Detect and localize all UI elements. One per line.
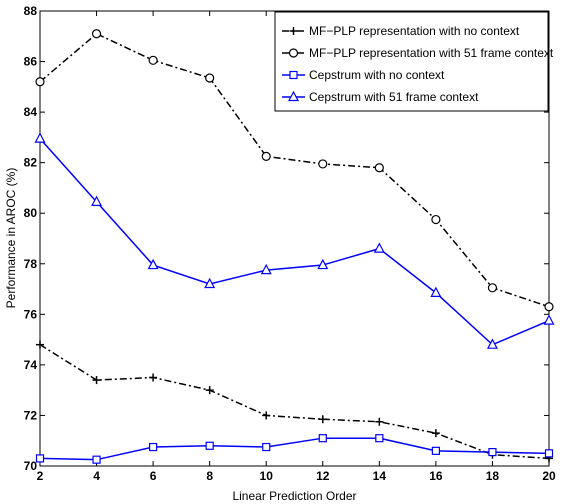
- legend-label: Cepstrum with 51 frame context: [309, 90, 479, 104]
- legend-label: MF−PLP representation with no context: [309, 24, 520, 38]
- series-line: [39, 344, 550, 460]
- x-tick-label: 6: [150, 469, 157, 483]
- data-point: [34, 132, 46, 143]
- data-point: [36, 340, 44, 349]
- data-point: [262, 442, 271, 452]
- y-tick-label: 74: [24, 358, 38, 372]
- series-line: [39, 138, 550, 346]
- legend-entry: Cepstrum with no context: [282, 68, 445, 82]
- data-point: [431, 214, 441, 225]
- data-point: [35, 77, 45, 87]
- series-line: [39, 437, 550, 461]
- y-tick-label: 78: [24, 257, 38, 271]
- data-point: [374, 163, 384, 173]
- data-point: [544, 302, 554, 312]
- data-point: [148, 55, 158, 65]
- legend-entry: MF−PLP representation with no context: [282, 24, 520, 38]
- data-point: [262, 411, 271, 420]
- x-tick-label: 16: [429, 469, 443, 483]
- legend-label: Cepstrum with no context: [309, 68, 445, 82]
- y-tick-label: 82: [24, 156, 38, 170]
- data-point: [486, 338, 498, 349]
- series-layer: [34, 29, 555, 464]
- x-tick-label: 14: [373, 469, 387, 483]
- legend-marker: [288, 48, 299, 58]
- x-axis-label: Linear Prediction Order: [232, 489, 356, 503]
- legend-marker: [289, 70, 298, 80]
- x-tick-label: 10: [260, 469, 274, 483]
- data-point: [318, 434, 327, 443]
- x-tick-label: 18: [486, 469, 500, 483]
- y-tick-label: 76: [24, 307, 38, 321]
- x-tick-label: 2: [37, 469, 44, 483]
- legend-label: MF−PLP representation with 51 frame cont…: [309, 46, 554, 60]
- data-point: [92, 455, 101, 464]
- data-point: [431, 446, 440, 455]
- data-point: [205, 386, 214, 395]
- series-line: [39, 32, 550, 308]
- data-point: [91, 29, 102, 39]
- data-point: [205, 441, 214, 450]
- data-point: [204, 277, 216, 289]
- data-point: [375, 417, 384, 426]
- data-point: [91, 195, 103, 206]
- x-tick-label: 8: [206, 469, 213, 483]
- data-point: [261, 151, 271, 161]
- y-tick-label: 84: [24, 105, 38, 119]
- y-axis: 70 72 74 76 78 80 82 84 86 88: [24, 4, 549, 473]
- data-point: [373, 242, 385, 253]
- data-point: [205, 73, 215, 83]
- data-point: [149, 442, 158, 452]
- data-point: [260, 263, 272, 275]
- data-point: [318, 159, 328, 169]
- y-tick-label: 70: [24, 459, 38, 473]
- data-point: [431, 429, 440, 438]
- series-3: [35, 434, 554, 464]
- data-point: [317, 258, 329, 270]
- legend-entry: MF−PLP representation with 51 frame cont…: [282, 46, 554, 60]
- series-1: [36, 340, 553, 463]
- x-tick-label: 12: [316, 469, 330, 483]
- data-point: [544, 449, 554, 458]
- y-axis-label: Performance in AROC (%): [4, 168, 18, 309]
- legend-box: [274, 11, 549, 112]
- data-point: [149, 373, 158, 382]
- data-point: [92, 376, 101, 385]
- x-tick-label: 4: [93, 469, 100, 483]
- legend: MF−PLP representation with no context MF−…: [274, 11, 554, 112]
- data-point: [487, 283, 498, 293]
- data-point: [430, 286, 442, 297]
- y-tick-label: 86: [24, 55, 38, 69]
- data-point: [147, 258, 159, 270]
- legend-marker: [288, 90, 299, 102]
- y-tick-label: 80: [24, 206, 38, 220]
- data-point: [488, 447, 497, 457]
- data-point: [375, 434, 384, 443]
- data-point: [318, 415, 327, 424]
- data-point: [543, 314, 555, 325]
- y-tick-label: 72: [24, 408, 38, 422]
- series-2: [35, 29, 554, 312]
- y-tick-label: 88: [24, 4, 38, 18]
- series-4: [34, 132, 555, 349]
- legend-entry: Cepstrum with 51 frame context: [282, 90, 479, 104]
- legend-marker: [289, 27, 298, 35]
- x-tick-label: 20: [542, 469, 556, 483]
- data-point: [35, 454, 45, 463]
